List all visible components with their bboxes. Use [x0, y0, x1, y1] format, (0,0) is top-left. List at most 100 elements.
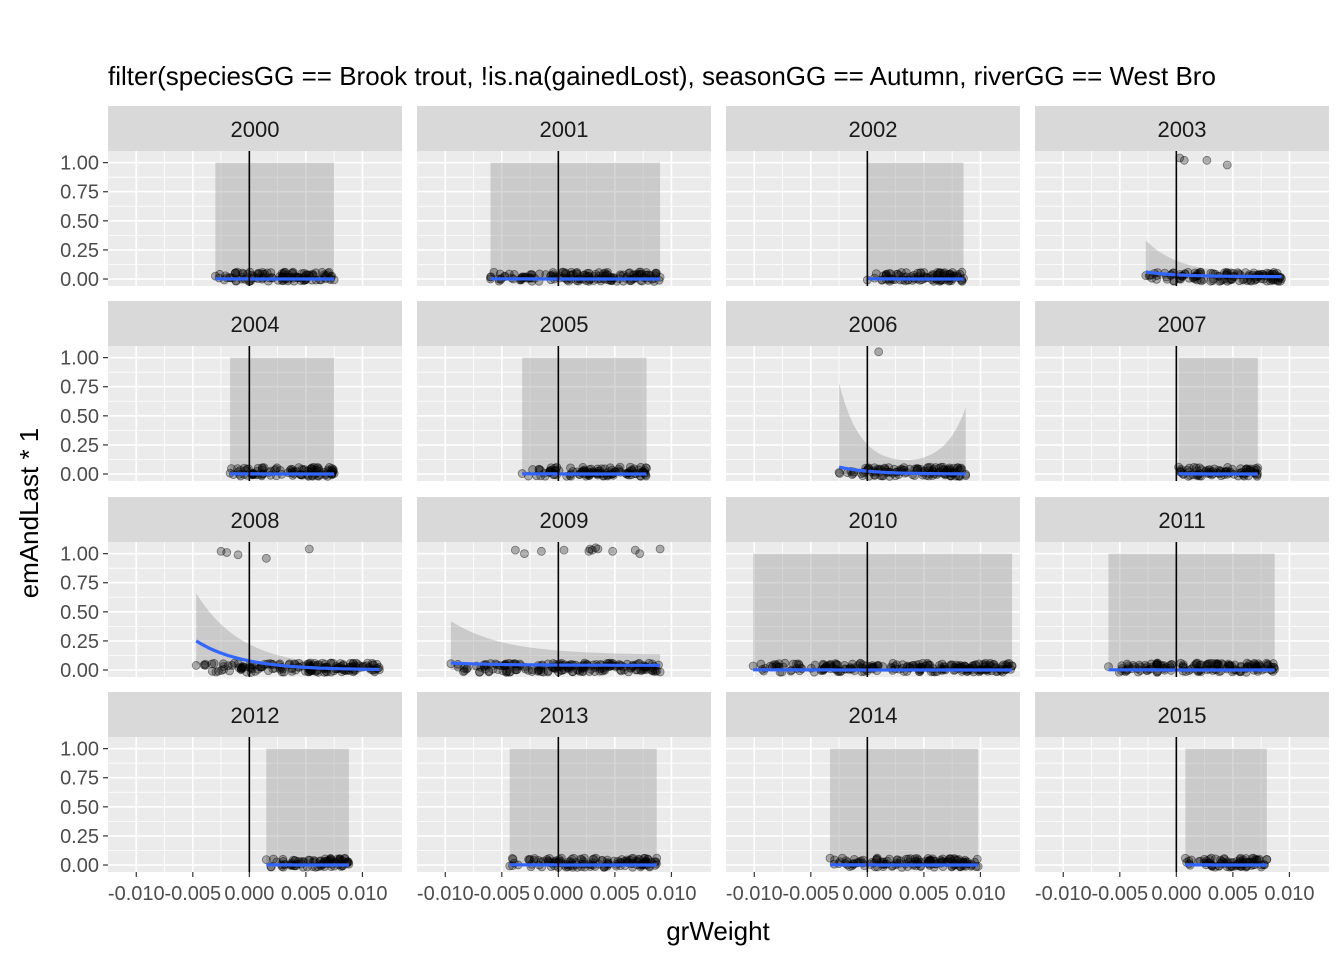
facet-strip: [417, 497, 711, 542]
data-point: [269, 854, 278, 864]
y-axis-tick-label: 0.25: [60, 240, 99, 262]
data-point: [348, 659, 358, 668]
y-axis-tick-label: 0.75: [60, 573, 99, 595]
data-point: [998, 660, 1008, 670]
data-point: [1189, 462, 1199, 472]
data-point: [652, 853, 662, 863]
confidence-ribbon: [1108, 553, 1275, 670]
x-axis-tick-label: 0.005: [899, 883, 949, 905]
confidence-ribbon: [490, 162, 661, 279]
x-axis-tick-label: -0.010: [108, 883, 165, 905]
y-axis-tick-label: 0.50: [60, 602, 99, 624]
data-point: [459, 667, 468, 677]
y-axis-tick-label: 1.00: [60, 153, 99, 175]
confidence-ribbon: [1145, 240, 1282, 279]
data-point: [655, 544, 665, 554]
data-point: [938, 268, 948, 278]
facet-strip: [108, 497, 402, 542]
data-point: [847, 470, 857, 479]
data-point: [312, 463, 322, 473]
data-point: [488, 664, 498, 674]
data-point: [535, 269, 544, 279]
panel-background: [1035, 346, 1329, 481]
data-point: [584, 268, 594, 278]
data-point: [313, 463, 323, 473]
panel-background: [417, 151, 711, 286]
y-axis-tick-label: 0.50: [60, 406, 99, 428]
data-point: [756, 659, 766, 669]
data-point: [952, 660, 961, 670]
data-point: [230, 268, 240, 278]
data-point: [792, 659, 801, 669]
x-axis-tick-label: 0.000: [1151, 883, 1201, 905]
data-point: [237, 663, 247, 673]
data-point: [277, 667, 287, 677]
data-point: [258, 268, 267, 277]
y-axis-tick-label: 0.75: [60, 182, 99, 204]
data-point: [972, 854, 982, 864]
data-point: [199, 660, 209, 670]
data-point: [524, 855, 533, 864]
confidence-ribbon: [196, 593, 380, 670]
data-point: [924, 463, 933, 473]
data-point: [225, 666, 234, 676]
data-point: [635, 549, 645, 559]
x-axis-tick-label: 0.010: [337, 883, 387, 905]
data-point: [600, 268, 610, 278]
y-axis-tick-label: 1.00: [60, 544, 99, 566]
data-point: [325, 463, 334, 472]
data-point: [1184, 463, 1194, 473]
data-point: [655, 667, 665, 677]
facet-strip-label: 2003: [1158, 117, 1207, 142]
data-point: [897, 268, 906, 277]
smooth-line: [1145, 270, 1282, 279]
data-point: [336, 659, 345, 668]
data-point: [234, 663, 244, 673]
data-point: [913, 268, 923, 278]
smooth-line: [195, 639, 380, 672]
y-axis-tick-label: 0.00: [60, 660, 99, 682]
data-point: [217, 665, 226, 675]
data-point: [636, 267, 646, 277]
data-point: [250, 666, 260, 676]
y-axis-tick-label: 0.50: [60, 211, 99, 233]
facet-panel-2006: 2006: [726, 301, 1020, 481]
data-point: [593, 544, 603, 554]
confidence-ribbon: [522, 357, 647, 474]
data-point: [566, 267, 576, 277]
data-point: [232, 267, 242, 277]
data-point: [625, 462, 635, 472]
x-axis-tick-label: 0.000: [533, 883, 583, 905]
data-point: [527, 667, 537, 676]
data-point: [931, 463, 940, 472]
data-point: [1242, 658, 1252, 668]
y-axis-tick-label: 0.25: [60, 435, 99, 457]
facet-panel-2004: 2004 0.00 0.25 0.50 0.75 1.00: [60, 301, 402, 486]
data-point: [246, 663, 256, 673]
x-axis-tick-label: -0.005: [473, 883, 530, 905]
panel-background: [726, 346, 1020, 481]
smooth-line: [838, 465, 966, 476]
data-point: [615, 462, 625, 472]
x-axis-tick-label: 0.000: [842, 883, 892, 905]
data-point: [1222, 160, 1232, 170]
data-point: [227, 661, 237, 670]
facet-panel-2008: 2008 0.00 0.25 0.50 0.75 1.00: [60, 497, 402, 682]
x-axis-tick-label: -0.005: [164, 883, 221, 905]
data-point: [504, 269, 514, 279]
data-point: [583, 268, 592, 278]
data-point: [227, 464, 236, 473]
y-axis-tick-label: 0.25: [60, 631, 99, 653]
data-point: [642, 268, 651, 277]
confidence-ribbon: [450, 621, 661, 670]
data-point: [489, 267, 499, 277]
data-point: [916, 268, 925, 278]
data-point: [938, 462, 948, 472]
data-point: [233, 550, 243, 560]
data-point: [237, 663, 247, 673]
facet-strip: [1035, 106, 1329, 151]
data-point: [561, 268, 570, 278]
data-point: [261, 553, 271, 563]
confidence-ribbon: [830, 748, 979, 865]
